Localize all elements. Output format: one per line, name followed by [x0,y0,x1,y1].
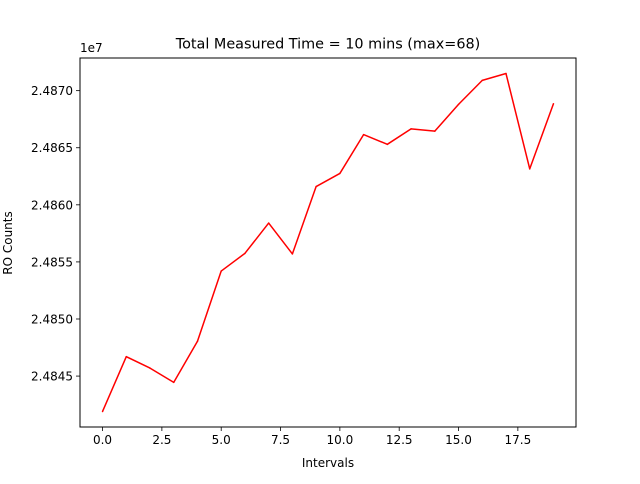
data-point [149,367,151,369]
data-point [291,253,294,255]
data-point [220,270,222,272]
y-offset-label: 1e7 [80,41,103,55]
axes-frame [79,57,577,428]
x-tick-label: 5.0 [212,433,231,447]
data-point [552,103,555,105]
x-axis-label: Intervals [302,456,354,470]
data-point [362,133,365,136]
axis-ticks: 0.0 2.5 5.0 7.5 10.0 12.5 15.0 17.5 2.4845 2.4850… [31,84,531,447]
data-point [434,130,436,132]
data-point [196,340,199,343]
x-tick-label: 0.0 [93,433,112,447]
data-point [481,79,484,82]
y-tick-label: 2.4850 [31,312,73,326]
data-point [410,128,412,130]
series-line [101,72,555,412]
chart-title: Total Measured Time = 10 mins (max=68) [175,37,481,53]
data-point [339,172,341,175]
x-tick-label: 17.5 [504,433,531,447]
y-tick-label: 2.4845 [31,370,73,384]
data-point [172,381,175,384]
data-point [457,103,460,106]
data-point [101,410,104,413]
data-point [505,72,507,75]
data-point [125,355,128,358]
data-point [528,168,531,170]
y-tick-label: 2.4860 [31,198,73,212]
y-tick-label: 2.4865 [31,141,73,155]
data-point [244,252,246,255]
x-tick-label: 15.0 [445,433,472,447]
x-tick-label: 2.5 [152,433,171,447]
x-tick-label: 12.5 [386,433,413,447]
data-point [315,185,317,188]
plot-area [101,72,555,413]
y-tick-label: 2.4870 [31,84,73,98]
data-point [267,222,270,224]
y-axis-label: RO Counts [1,211,15,275]
data-point [386,143,389,146]
y-tick-label: 2.4855 [31,255,73,269]
x-tick-label: 10.0 [327,433,354,447]
x-tick-label: 7.5 [271,433,290,447]
